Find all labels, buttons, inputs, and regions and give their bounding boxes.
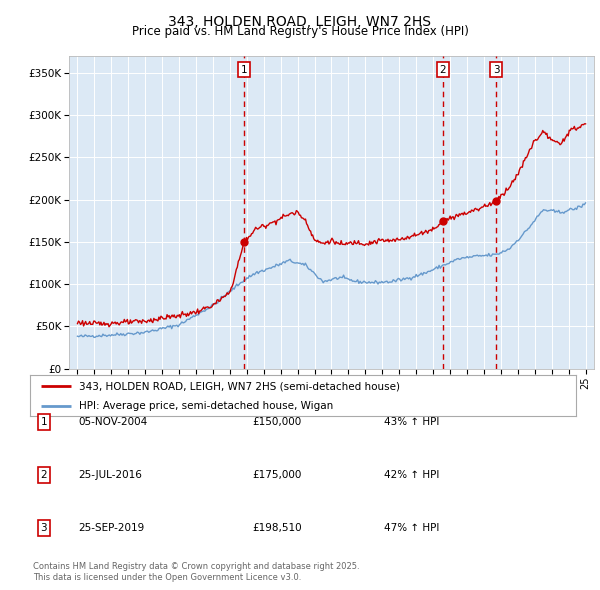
Text: 3: 3 [493,64,500,74]
Text: £150,000: £150,000 [252,417,301,427]
Text: 25-JUL-2016: 25-JUL-2016 [78,470,142,480]
Text: 1: 1 [40,417,47,427]
Text: HPI: Average price, semi-detached house, Wigan: HPI: Average price, semi-detached house,… [79,401,334,411]
Text: 343, HOLDEN ROAD, LEIGH, WN7 2HS: 343, HOLDEN ROAD, LEIGH, WN7 2HS [169,15,431,29]
Text: 42% ↑ HPI: 42% ↑ HPI [384,470,439,480]
Text: 47% ↑ HPI: 47% ↑ HPI [384,523,439,533]
Text: 343, HOLDEN ROAD, LEIGH, WN7 2HS (semi-detached house): 343, HOLDEN ROAD, LEIGH, WN7 2HS (semi-d… [79,381,400,391]
Text: 25-SEP-2019: 25-SEP-2019 [78,523,144,533]
Text: 43% ↑ HPI: 43% ↑ HPI [384,417,439,427]
Text: 2: 2 [439,64,446,74]
Text: 2: 2 [40,470,47,480]
Text: £175,000: £175,000 [252,470,301,480]
Text: £198,510: £198,510 [252,523,302,533]
Text: 3: 3 [40,523,47,533]
Text: Contains HM Land Registry data © Crown copyright and database right 2025.
This d: Contains HM Land Registry data © Crown c… [33,562,359,582]
Text: Price paid vs. HM Land Registry's House Price Index (HPI): Price paid vs. HM Land Registry's House … [131,25,469,38]
Text: 05-NOV-2004: 05-NOV-2004 [78,417,147,427]
Text: 1: 1 [241,64,248,74]
